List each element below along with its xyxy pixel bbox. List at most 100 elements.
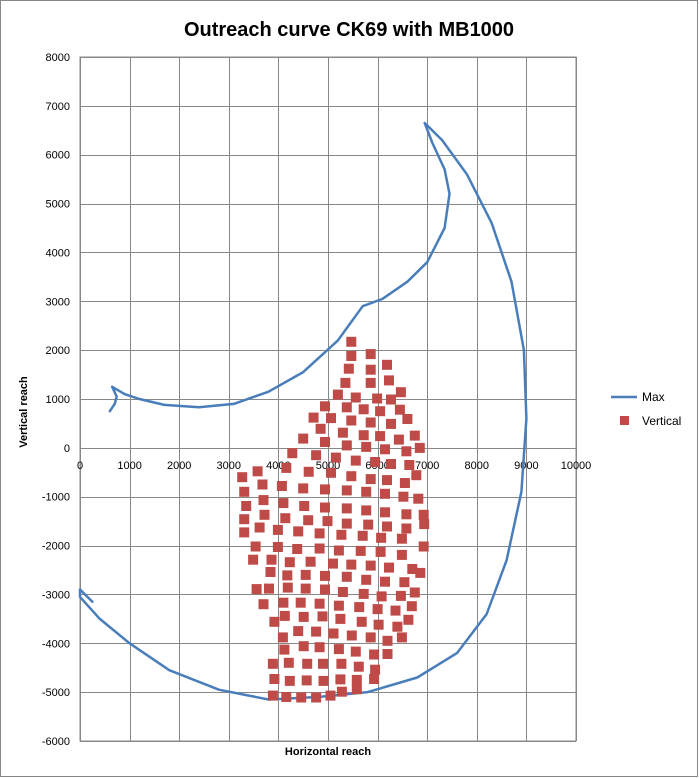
vertical-marker-30: [409, 430, 420, 441]
vertical-marker-177: [369, 674, 380, 684]
vertical-marker-99: [333, 545, 344, 556]
vertical-marker-146: [373, 619, 384, 630]
vertical-marker-159: [314, 642, 325, 653]
vertical-marker-142: [298, 611, 309, 622]
vertical-marker-103: [248, 554, 259, 565]
vertical-marker-48: [326, 467, 336, 478]
vertical-marker-59: [341, 485, 352, 496]
series-max: [78, 121, 528, 701]
vertical-marker-69: [341, 503, 352, 514]
vertical-marker-85: [254, 522, 265, 533]
vertical-marker-145: [356, 616, 367, 627]
vertical-marker-78: [322, 516, 333, 527]
legend-label-max: Max: [642, 390, 665, 404]
vertical-marker-94: [239, 527, 250, 538]
vertical-marker-110: [384, 562, 394, 573]
vertical-marker-52: [399, 478, 410, 488]
vertical-marker-70: [361, 505, 372, 516]
vertical-marker-10: [332, 389, 343, 400]
vertical-marker-95: [250, 541, 261, 552]
y-tick-label-7000: 7000: [46, 101, 70, 113]
vertical-marker-163: [382, 649, 393, 659]
vertical-marker-139: [406, 601, 417, 612]
vertical-marker-152: [328, 628, 339, 639]
vertical-marker-156: [396, 632, 407, 643]
vertical-marker-74: [241, 501, 252, 511]
vertical-marker-149: [277, 632, 288, 643]
vertical-marker-132: [278, 597, 289, 608]
vertical-marker-90: [357, 530, 368, 541]
vertical-marker-165: [283, 657, 294, 668]
vertical-marker-42: [370, 457, 381, 467]
x-tick-label-9000: 9000: [514, 460, 538, 472]
vertical-marker-136: [354, 602, 365, 613]
vertical-marker-53: [411, 470, 422, 481]
x-tick-label-3000: 3000: [217, 460, 241, 472]
vertical-marker-3: [382, 359, 392, 370]
vertical-marker-50: [365, 474, 376, 485]
vertical-marker-114: [282, 570, 293, 581]
vertical-marker-172: [284, 675, 295, 686]
vertical-marker-11: [350, 392, 361, 403]
vertical-marker-101: [375, 546, 386, 557]
vertical-marker-124: [300, 583, 311, 594]
vertical-marker-179: [281, 692, 292, 702]
x-tick-label-8000: 8000: [465, 460, 489, 472]
vertical-marker-13: [386, 394, 396, 405]
vertical-marker-140: [269, 616, 280, 627]
vertical-marker-164: [267, 658, 278, 669]
vertical-marker-135: [333, 600, 344, 611]
vertical-marker-127: [358, 588, 369, 599]
vertical-marker-82: [401, 523, 412, 534]
vertical-marker-28: [375, 431, 386, 442]
vertical-marker-20: [326, 413, 336, 424]
vertical-marker-33: [341, 440, 352, 451]
vertical-marker-37: [414, 442, 425, 453]
vertical-marker-44: [404, 460, 415, 470]
vertical-marker-72: [401, 509, 412, 520]
vertical-marker-71: [380, 507, 390, 518]
vertical-marker-89: [336, 529, 347, 540]
vertical-marker-178: [267, 690, 278, 701]
vertical-marker-175: [335, 674, 346, 685]
vertical-marker-49: [346, 471, 357, 482]
vertical-marker-86: [272, 524, 283, 535]
vertical-marker-80: [363, 519, 374, 530]
vertical-marker-34: [361, 441, 372, 452]
vertical-marker-55: [257, 479, 268, 490]
vertical-marker-91: [376, 532, 387, 543]
vertical-marker-122: [264, 583, 274, 594]
vertical-marker-112: [251, 584, 262, 595]
vertical-marker-21: [346, 415, 357, 426]
vertical-marker-22: [365, 417, 376, 428]
vertical-marker-109: [365, 560, 376, 571]
vertical-marker-75: [259, 509, 270, 520]
vertical-marker-134: [314, 598, 325, 609]
vertical-marker-119: [380, 576, 390, 587]
vertical-marker-15: [341, 402, 352, 413]
vertical-marker-167: [318, 658, 328, 669]
vertical-marker-120: [399, 577, 410, 588]
vertical-marker-184: [351, 684, 362, 695]
vertical-marker-73: [418, 509, 429, 520]
vertical-marker-118: [361, 574, 372, 585]
vertical-marker-67: [299, 501, 310, 511]
vertical-marker-148: [403, 614, 414, 625]
vertical-marker-92: [396, 533, 407, 544]
vertical-marker-121: [415, 567, 426, 578]
vertical-marker-29: [393, 434, 404, 445]
vertical-marker-161: [350, 646, 361, 657]
y-tick-label-4000: 4000: [46, 247, 70, 259]
y-tick-label-5000: 5000: [46, 199, 70, 211]
gridlines: [79, 56, 577, 742]
y-axis-title: Vertical reach: [18, 376, 30, 448]
vertical-marker-129: [395, 590, 406, 601]
vertical-marker-19: [308, 412, 319, 423]
vertical-marker-9: [395, 387, 406, 398]
vertical-marker-98: [314, 543, 325, 554]
vertical-marker-168: [336, 658, 347, 669]
vertical-marker-182: [325, 690, 336, 701]
